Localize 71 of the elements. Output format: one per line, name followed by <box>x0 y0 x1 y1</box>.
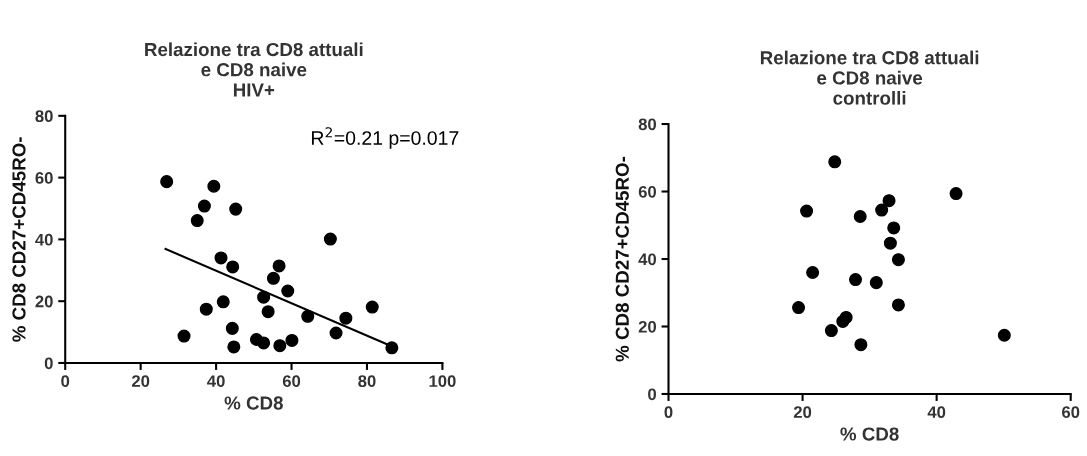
point <box>285 333 299 347</box>
point <box>227 340 241 354</box>
point <box>261 305 275 319</box>
point <box>836 314 850 328</box>
point <box>385 341 399 355</box>
x-tick-label: 80 <box>358 375 376 388</box>
y-tick-label: 40 <box>638 253 657 266</box>
point <box>882 194 896 208</box>
point <box>869 276 883 290</box>
point <box>197 199 211 213</box>
chart-title: Relazione tra CD8 attuali e CD8 naive HIV+ <box>145 42 363 97</box>
x-tick-label: 60 <box>282 375 301 388</box>
point <box>949 187 963 201</box>
y-tick-label: 60 <box>638 185 657 198</box>
x-axis-title: % CD8 <box>840 427 899 441</box>
point <box>177 329 191 343</box>
y-tick-label: 60 <box>35 172 53 184</box>
point <box>828 155 842 169</box>
point <box>997 328 1011 342</box>
point <box>887 221 901 235</box>
point <box>207 179 221 193</box>
point <box>824 324 838 338</box>
point <box>806 266 820 280</box>
point <box>301 309 315 323</box>
point <box>853 209 867 223</box>
annotation: R$^{2}$=0.21 p=0.017 <box>311 127 459 149</box>
x-tick-label: 0 <box>61 375 70 388</box>
point <box>216 295 230 309</box>
x-tick-label: 20 <box>793 406 812 419</box>
point <box>273 339 287 353</box>
point <box>229 202 243 216</box>
point <box>160 175 174 189</box>
point <box>281 284 295 298</box>
y-tick-label: 80 <box>638 118 657 131</box>
point <box>854 338 868 352</box>
y-axis-title: % CD8 CD27+CD45RO- <box>12 137 26 342</box>
y-tick-label: 80 <box>35 110 53 123</box>
x-tick-label: 40 <box>927 406 946 419</box>
y-axis-title: % CD8 CD27+CD45RO- <box>615 156 629 362</box>
x-tick-label: 40 <box>207 375 225 388</box>
y-tick-label: 20 <box>638 320 657 333</box>
x-tick-label: 20 <box>131 375 150 388</box>
point <box>849 273 863 287</box>
x-axis-title: % CD8 <box>224 396 283 410</box>
point <box>190 214 204 228</box>
point <box>199 302 213 316</box>
point <box>257 336 271 350</box>
y-tick-label: 40 <box>35 233 53 246</box>
chart-title: Relazione tra CD8 attuali e CD8 naive controlli <box>760 50 979 105</box>
x-tick-label: 100 <box>429 375 456 388</box>
x-tick-label: 60 <box>1062 406 1080 419</box>
point <box>891 298 905 312</box>
point <box>365 300 379 314</box>
point <box>272 259 286 273</box>
y-tick-label: 20 <box>35 295 53 308</box>
point <box>214 251 228 265</box>
point <box>266 271 280 285</box>
x-tick-label: 0 <box>664 406 673 419</box>
point <box>323 232 337 246</box>
point <box>800 204 814 218</box>
point <box>891 253 905 267</box>
point <box>875 203 889 217</box>
point <box>257 290 271 304</box>
point <box>226 260 240 274</box>
point <box>329 326 343 340</box>
point <box>225 321 239 335</box>
point <box>339 311 353 325</box>
y-tick-label: 0 <box>648 388 657 401</box>
point <box>792 301 806 315</box>
y-tick-label: 0 <box>44 357 53 370</box>
point <box>883 236 897 250</box>
